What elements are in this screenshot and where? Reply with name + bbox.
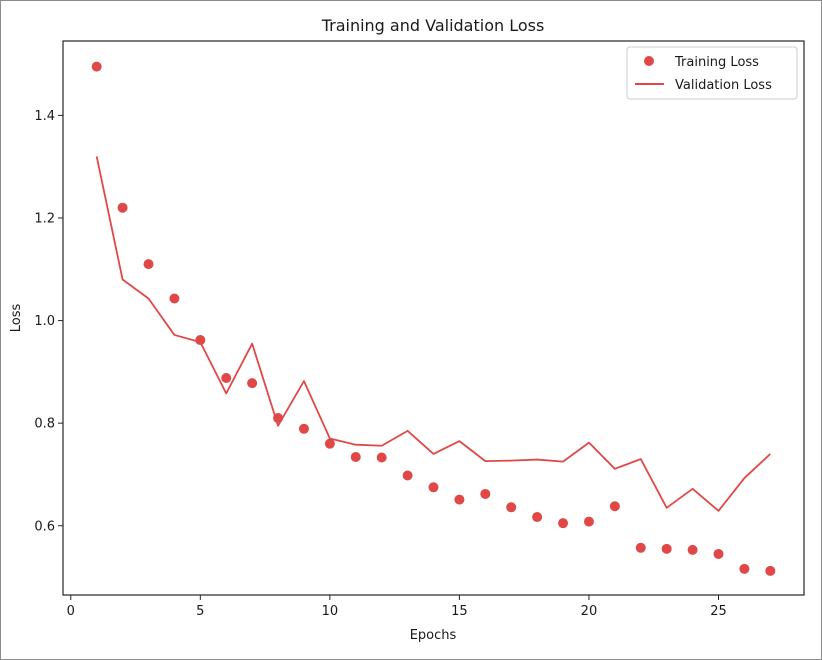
y-tick-label: 0.6	[34, 519, 55, 534]
training-loss-point	[558, 518, 569, 529]
training-loss-point	[117, 202, 128, 213]
training-loss-point	[609, 501, 620, 512]
training-points-layer	[91, 61, 776, 576]
legend: Training Loss Validation Loss	[626, 46, 798, 100]
x-axis-label: Epochs	[410, 628, 457, 643]
training-loss-point	[635, 542, 646, 553]
legend-validation-label: Validation Loss	[675, 78, 772, 93]
x-tick-label: 0	[67, 604, 75, 619]
training-loss-point	[376, 452, 387, 463]
training-loss-point	[324, 438, 335, 449]
training-loss-point	[428, 482, 439, 493]
y-tick-label: 0.8	[34, 417, 55, 432]
training-loss-point	[713, 548, 724, 559]
plot-area	[62, 40, 805, 596]
y-axis-ticks: 0.6 0.8 1.0 1.2 1.4	[34, 109, 63, 534]
legend-training-marker	[644, 56, 654, 66]
legend-training-label: Training Loss	[674, 55, 759, 70]
training-loss-point	[91, 61, 102, 72]
y-tick-label: 1.0	[34, 314, 55, 329]
training-loss-point	[247, 378, 258, 389]
training-loss-point	[765, 565, 776, 576]
x-tick-label: 25	[710, 604, 727, 619]
training-loss-point	[221, 373, 232, 384]
training-loss-point	[687, 544, 698, 555]
training-loss-point	[298, 423, 309, 434]
plot-frame	[62, 40, 805, 596]
x-tick-label: 15	[451, 604, 468, 619]
training-loss-point	[480, 488, 491, 499]
training-loss-point	[195, 335, 206, 346]
x-tick-label: 5	[196, 604, 204, 619]
training-loss-point	[661, 543, 672, 554]
y-tick-label: 1.4	[34, 109, 55, 124]
y-axis-label: Loss	[9, 304, 24, 333]
training-loss-point	[532, 512, 543, 523]
training-loss-point	[273, 413, 284, 424]
y-tick-label: 1.2	[34, 211, 55, 226]
training-loss-point	[739, 563, 750, 574]
x-tick-label: 10	[322, 604, 339, 619]
training-loss-point	[169, 293, 180, 304]
x-tick-label: 20	[581, 604, 598, 619]
validation-loss-line	[95, 156, 771, 512]
chart-title: Training and Validation Loss	[321, 16, 545, 35]
x-axis-ticks: 0 5 10 15 20 25	[67, 595, 727, 619]
validation-line-layer	[95, 156, 771, 512]
training-loss-point	[402, 470, 413, 481]
training-loss-point	[506, 502, 517, 513]
legend-box	[626, 46, 798, 100]
training-loss-point	[350, 452, 361, 463]
training-loss-point	[454, 494, 465, 505]
training-loss-point	[143, 259, 154, 270]
training-loss-point	[583, 516, 594, 527]
